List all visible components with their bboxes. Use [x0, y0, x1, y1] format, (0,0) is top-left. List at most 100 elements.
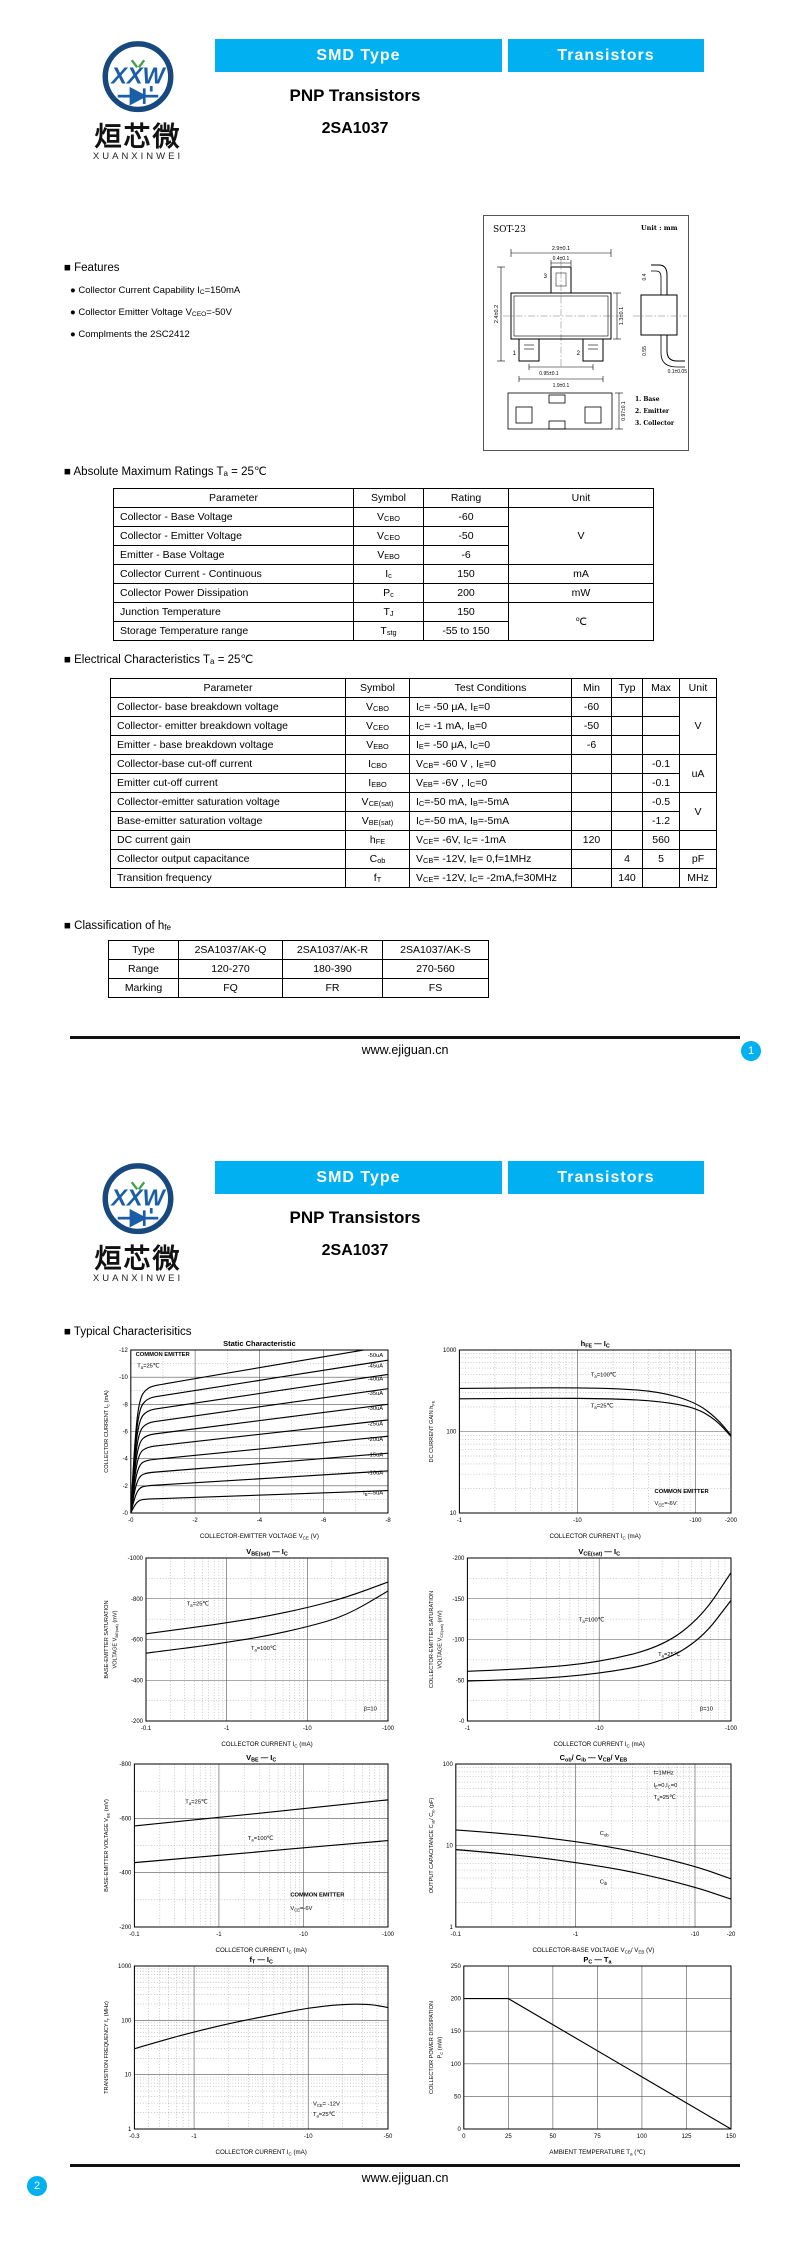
column-header: Max	[642, 678, 680, 698]
footer-url[interactable]: www.ejiguan.cn	[361, 2171, 449, 2185]
table-cell	[611, 773, 643, 793]
svg-text:-400: -400	[119, 1871, 132, 1877]
table-cell: 560	[642, 830, 680, 850]
table-cell	[611, 735, 643, 755]
svg-text:-0: -0	[459, 1719, 465, 1725]
svg-text:2: 2	[577, 351, 581, 357]
svg-text:VBE(sat) — IC: VBE(sat) — IC	[246, 1547, 288, 1558]
svg-text:75: 75	[594, 2134, 601, 2140]
series-group	[134, 1799, 389, 1864]
svg-text:0.97±0.1: 0.97±0.1	[621, 401, 627, 421]
table-cell: -0.1	[642, 773, 680, 793]
brand-logo: XXW 烜芯微 XUANXINWEI	[83, 1162, 193, 1285]
table-cell: 270-560	[382, 959, 489, 979]
svg-text:1. Base: 1. Base	[635, 396, 660, 403]
classification-heading: ■ Classification of hfe	[64, 920, 171, 932]
svg-text:-1: -1	[216, 1932, 222, 1938]
svg-text:-600: -600	[119, 1816, 132, 1822]
table-cell: Emitter - base breakdown voltage	[110, 735, 346, 755]
svg-text:250: 250	[451, 1964, 462, 1970]
header-bar-smd-type-label: SMD Type	[316, 47, 401, 64]
svg-text:COLLECTOR CURRENT IC (mA): COLLECTOR CURRENT IC (mA)	[216, 2149, 307, 2157]
page-title: PNP Transistors	[289, 1208, 421, 1227]
column-header: Unit	[508, 488, 654, 508]
chart-annotation: VCE=-6V	[655, 1501, 677, 1508]
grid-major	[134, 1965, 389, 2130]
svg-text:PC (mW): PC (mW)	[438, 2036, 445, 2058]
svg-text:COLLECTOR-EMITTER SATURATION: COLLECTOR-EMITTER SATURATION	[429, 1591, 435, 1688]
svg-text:-1000: -1000	[128, 1556, 144, 1562]
footer-url[interactable]: www.ejiguan.cn	[361, 1043, 449, 1057]
svg-text:COLLCETOR CURRENT IC (mA): COLLCETOR CURRENT IC (mA)	[216, 1947, 307, 1955]
chart-annotation: COMMON EMITTER	[290, 1893, 345, 1899]
table-cell: Cob	[345, 849, 410, 869]
svg-text:100: 100	[446, 1430, 457, 1436]
table-cell: 180-390	[282, 959, 383, 979]
grid-major	[467, 1557, 732, 1722]
svg-text:-6: -6	[321, 1518, 327, 1524]
diode-icon	[117, 1208, 159, 1228]
vbe-sat-vs-ic-svg: -0.1 -1 -10 -100 -200 -400 -600 -800 -1000 VBE(sa…	[104, 1547, 395, 1749]
table-cell: Collector- emitter breakdown voltage	[110, 716, 346, 736]
typical-characteristics-heading: ■ Typical Characterisitics	[64, 1326, 192, 1338]
brand-logo-mark: XXW	[102, 1163, 174, 1235]
table-cell: fT	[345, 868, 410, 888]
svg-text:-200: -200	[725, 1518, 738, 1524]
svg-text:COLLECTOR CURRENT IC (mA): COLLECTOR CURRENT IC (mA)	[221, 1741, 312, 1749]
table-header-row: Parameter Symbol Test Conditions Min Typ Max U…	[110, 678, 717, 698]
svg-text:1000: 1000	[118, 1964, 132, 1970]
svg-text:-100: -100	[382, 1932, 395, 1938]
elec-char-table: Parameter Symbol Test Conditions Min Typ Max U…	[110, 678, 717, 888]
chart-annotation: IB=-5uA	[363, 1491, 383, 1498]
unit-cell: mW	[508, 583, 654, 603]
column-header: Rating	[423, 488, 509, 508]
chart-annotation: β=10	[700, 1706, 713, 1712]
svg-text:-50: -50	[384, 2134, 393, 2140]
table-row: Collector - Base Voltage VCBO -60 V	[113, 507, 654, 565]
chart-static-characteristic: -0 -2 -4 -6 -8 -0 -2 -4 -6 -8 -10 -12 Static Charact…	[100, 1337, 400, 1543]
table-cell: VCBO	[345, 697, 410, 717]
svg-text:TRANSITION FREQUENCY fT (MHz: TRANSITION FREQUENCY fT (MHz)	[104, 2001, 111, 2094]
grid-major	[145, 1557, 389, 1722]
svg-text:200: 200	[451, 1997, 462, 2003]
unit-cell: ℃	[508, 602, 654, 641]
table-cell	[611, 792, 643, 812]
table-cell	[642, 697, 680, 717]
logo-letters: XXW	[109, 63, 166, 89]
chart-annotation: Ta=25℃	[185, 1799, 208, 1806]
svg-text:COLLECTOR CURRENT IC (mA): COLLECTOR CURRENT IC (mA)	[554, 1741, 645, 1749]
vbe-vs-ic-series-Ta=100C	[134, 1840, 389, 1864]
brand-name-en: XUANXINWEI	[92, 151, 184, 162]
svg-text:10: 10	[125, 2073, 132, 2079]
table-row: Collector Current - Continuous Ic 150 mA	[113, 564, 654, 584]
page-number-badge: 1	[741, 1041, 761, 1061]
column-header: Parameter	[110, 678, 346, 698]
table-row: Base-emitter saturation voltage VBE(sat) I…	[110, 811, 717, 831]
chart-annotation: -25uA	[368, 1421, 384, 1427]
header-bar-smd-type: SMD Type	[215, 39, 502, 72]
svg-text:-1: -1	[224, 1726, 230, 1732]
svg-text:VCE(sat) — IC: VCE(sat) — IC	[578, 1547, 620, 1558]
svg-text:-0.1: -0.1	[451, 1932, 462, 1938]
grid-major	[463, 1965, 732, 2130]
diode-icon	[117, 86, 159, 106]
cob-cib-vs-vcb-svg: -0.1 -1 -10 -20 1 10 100 Cob/ Cib — VCB/ VEB COL…	[429, 1753, 736, 1955]
svg-text:-200: -200	[452, 1556, 465, 1562]
table-cell	[642, 716, 680, 736]
svg-text:-12: -12	[119, 1348, 128, 1354]
table-cell: -6	[571, 735, 612, 755]
series-group	[467, 1572, 732, 1682]
svg-text:hFE — IC: hFE — IC	[581, 1339, 610, 1350]
table-cell: 150	[423, 564, 509, 584]
svg-text:-800: -800	[131, 1597, 144, 1603]
table-cell: IC=-50 mA, IB=-5mA	[409, 792, 572, 812]
chart-annotation: VCE= -12V	[313, 2102, 340, 2109]
header-bar-smd-type: SMD Type	[215, 1161, 502, 1194]
table-header-row: Parameter Symbol Rating Unit	[113, 488, 654, 508]
ft-vs-ic-series-fT	[134, 2003, 389, 2050]
table-cell: -1.2	[642, 811, 680, 831]
svg-text:150: 150	[451, 2029, 462, 2035]
svg-text:-8: -8	[122, 1402, 128, 1408]
svg-text:COLLECTOR CURRENT IC (mA): COLLECTOR CURRENT IC (mA)	[550, 1533, 641, 1541]
chart-annotation: -50uA	[368, 1353, 384, 1359]
